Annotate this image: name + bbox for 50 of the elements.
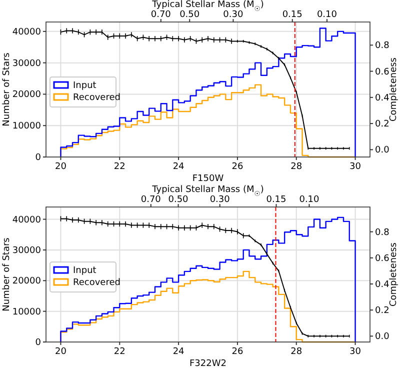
legend-label: Recovered [73,93,120,103]
y-tick-label: 20000 [12,90,42,100]
x2-tick-label: 0.50 [180,10,200,20]
x-tick-label: 22 [114,162,126,172]
y2-axis-title: Completeness [389,57,399,122]
y2-tick-label: 0.4 [375,93,390,104]
x2-tick-label: 0.15 [282,10,302,20]
y-tick-label: 40000 [12,27,42,38]
x2-tick-label: 0.50 [168,195,189,205]
x2-tick-label: 0.70 [140,195,162,205]
legend-label: Recovered [73,278,120,288]
x2-tick-label: 0.10 [316,10,338,20]
y2-tick-label: 0.6 [375,67,390,78]
x-tick-label: 24 [172,162,185,172]
y2-tick-label: 0.8 [375,41,390,52]
y-tick-label: 40000 [12,215,42,226]
y-axis-title: Number of Stars [2,52,12,126]
x-tick-label: 30 [350,347,362,357]
x2-tick-label: 0.15 [266,195,286,205]
y2-tick-label: 0.2 [375,306,390,316]
x-axis-title: F322W2 [190,359,226,369]
x-tick-label: 24 [172,347,185,357]
y-tick-label: 0 [35,338,42,348]
y2-tick-label: 0.0 [375,146,390,156]
y-tick-label: 10000 [12,122,42,132]
x-tick-label: 22 [114,347,126,357]
y-tick-label: 30000 [12,58,42,69]
x-tick-label: 26 [232,347,244,357]
y2-tick-label: 0.8 [375,228,390,238]
y-tick-label: 10000 [12,307,42,318]
x-tick-label: 20 [55,347,67,357]
x-axis-title: F150W [192,174,224,184]
x-tick-label: 30 [350,162,362,172]
x2-tick-label: 0.70 [150,10,172,20]
y2-tick-label: 0.2 [375,120,390,130]
x2-tick-label: 0.10 [299,195,320,205]
y2-axis-title: Completeness [389,242,399,306]
x-tick-label: 26 [232,162,244,172]
y2-tick-label: 0.0 [375,332,390,342]
x-tick-label: 28 [290,347,302,357]
legend-label: Input [73,81,97,91]
y2-tick-label: 0.4 [375,280,390,290]
legend-label: Input [73,266,97,276]
y2-tick-label: 0.6 [375,254,390,264]
y-tick-label: 30000 [12,246,42,256]
x-tick-label: 20 [55,162,67,172]
y-tick-label: 0 [35,153,42,163]
y-axis-title: Number of Stars [2,237,12,312]
y-tick-label: 20000 [12,276,42,287]
x-tick-label: 28 [290,162,302,172]
